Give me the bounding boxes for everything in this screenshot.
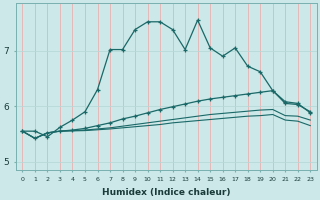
X-axis label: Humidex (Indice chaleur): Humidex (Indice chaleur) [102, 188, 231, 197]
